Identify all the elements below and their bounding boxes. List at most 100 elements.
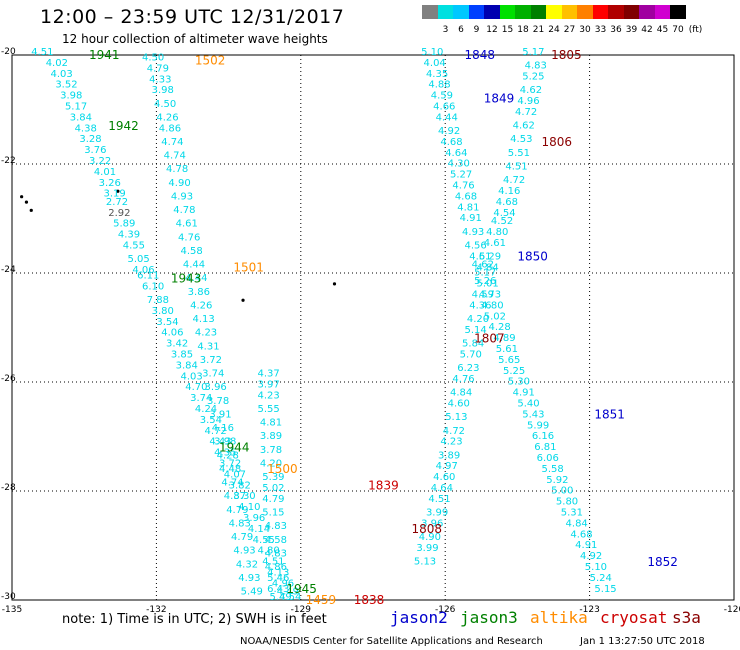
- wave-height-value: 4.51: [505, 161, 527, 172]
- wave-height-value: 5.15: [594, 584, 616, 595]
- wave-height-value: 4.07: [224, 469, 246, 480]
- longitude-tick-label: -129: [291, 605, 312, 615]
- longitude-tick-label: -132: [146, 605, 166, 615]
- wave-height-value: 4.51: [262, 557, 284, 568]
- legend-label: 3: [442, 25, 449, 35]
- legend-swatch: [608, 5, 624, 19]
- wave-height-value: 5.10: [421, 47, 443, 58]
- wave-height-value: 4.60: [433, 472, 455, 483]
- wave-height-value: 4.62: [513, 121, 535, 132]
- wave-height-value: 5.89: [113, 219, 135, 230]
- pass-time-label: 1945: [286, 582, 317, 596]
- wave-height-value: 4.72: [205, 426, 227, 437]
- credit-date: Jan 1 13:27:50 UTC 2018: [580, 636, 705, 647]
- pass-time-label: 1806: [541, 135, 572, 149]
- wave-height-value: 4.80: [486, 227, 508, 238]
- wave-height-value: 3.99: [426, 508, 448, 519]
- wave-height-value: 5.65: [498, 355, 520, 366]
- wave-height-value: 4.74: [221, 478, 243, 489]
- legend-label: 39: [625, 25, 638, 35]
- wave-height-value: 5.51: [508, 148, 530, 159]
- wave-height-value: 5.99: [527, 420, 549, 431]
- legend-label: 6: [458, 25, 464, 35]
- wave-height-value: 3.54: [200, 415, 222, 426]
- wave-height-value: 4.39: [118, 230, 140, 241]
- pass-time-label: 1805: [551, 48, 582, 62]
- wave-height-value: 4.58: [180, 246, 202, 257]
- wave-height-value: 4.93: [462, 227, 484, 238]
- satellite-key-jason3: jason3: [460, 608, 518, 627]
- wave-height-value: 4.87: [224, 491, 246, 502]
- wave-height-value: 4.97: [436, 461, 458, 472]
- wave-height-value: 3.74: [190, 393, 212, 404]
- wave-height-value: 4.72: [515, 107, 537, 118]
- wave-height-value: 4.16: [212, 423, 234, 434]
- wave-height-value: 4.83: [265, 548, 287, 559]
- wave-height-value: 3.89: [438, 450, 460, 461]
- wave-height-value: 4.06: [132, 265, 154, 276]
- wave-height-value: 4.74: [161, 137, 183, 148]
- legend-label: 27: [563, 25, 576, 35]
- wave-height-value: 5.84: [462, 339, 484, 350]
- wave-height-value: 4.16: [498, 186, 520, 197]
- pass-time-label: 1808: [412, 522, 443, 536]
- wave-height-value: 4.80: [481, 300, 503, 311]
- wave-height-value: 5.24: [590, 573, 612, 584]
- wave-height-value: 3.42: [166, 339, 188, 350]
- wave-height-value: 4.03: [51, 69, 73, 80]
- wave-height-value: 5.80: [556, 497, 578, 508]
- wave-height-value: 5.49: [241, 587, 263, 598]
- wave-height-value: 4.80: [257, 546, 279, 557]
- wave-height-value: 4.26: [190, 300, 212, 311]
- wave-height-value: 5.02: [484, 311, 506, 322]
- longitude-tick-label: -123: [579, 605, 599, 615]
- wave-height-value: 4.66: [433, 102, 455, 113]
- wave-height-value: 2.92: [108, 208, 130, 219]
- wave-height-value: 4.68: [570, 529, 592, 540]
- wave-height-value: 3.72: [219, 458, 241, 469]
- wave-height-value: 4.28: [489, 322, 511, 333]
- satellite-key-altika: altika: [530, 608, 588, 627]
- pass-time-label: 1500: [267, 462, 298, 476]
- wave-height-value: 4.14: [248, 524, 270, 535]
- wave-height-value: 6.10: [142, 281, 164, 292]
- wave-height-value: 4.55: [253, 535, 275, 546]
- legend-swatch: [453, 5, 469, 19]
- pass-time-label: 1838: [354, 593, 385, 607]
- wave-height-value: 3.54: [156, 317, 178, 328]
- legend-label: 30: [579, 25, 591, 35]
- pass-time-label: 1850: [517, 250, 548, 264]
- wave-height-value: 5.30: [508, 377, 530, 388]
- wave-height-value: 4.76: [452, 181, 474, 192]
- wave-height-value: 3.96: [421, 518, 443, 529]
- wave-height-value: 4.02: [46, 58, 68, 69]
- wave-height-value: 4.26: [156, 112, 178, 123]
- wave-height-value: 3.89: [260, 431, 282, 442]
- wave-height-value: 4.51: [428, 494, 450, 505]
- legend-label: 12: [486, 25, 498, 35]
- wave-height-value: 4.03: [180, 371, 202, 382]
- legend-label: 36: [610, 25, 622, 35]
- wave-height-value: 6.81: [534, 442, 556, 453]
- wave-height-value: 5.40: [517, 399, 539, 410]
- legend-swatch: [639, 5, 655, 19]
- wave-height-value: 4.61: [469, 251, 491, 262]
- satellite-key-s3a: s3a: [672, 608, 701, 627]
- wave-height-value: 4.44: [436, 112, 458, 123]
- wave-height-value: 4.64: [445, 148, 467, 159]
- wave-height-value: 3.74: [202, 369, 224, 380]
- wave-height-value: 3.86: [188, 287, 210, 298]
- wave-height-value: 4.91: [513, 388, 535, 399]
- wave-height-value: 6.06: [537, 453, 559, 464]
- wave-height-value: 4.74: [164, 151, 186, 162]
- latitude-tick-label: -20: [1, 47, 16, 57]
- wave-height-value: 5.17: [522, 47, 544, 58]
- wave-height-value: 5.61: [496, 344, 518, 355]
- legend-swatch: [422, 5, 438, 19]
- wave-height-value: 4.06: [161, 328, 183, 339]
- legend-swatch: [515, 5, 531, 19]
- wave-height-value: 4.48: [219, 464, 241, 475]
- legend-label: 15: [501, 25, 514, 35]
- legend-swatch: [530, 5, 546, 19]
- wave-height-value: 5.17: [474, 268, 496, 279]
